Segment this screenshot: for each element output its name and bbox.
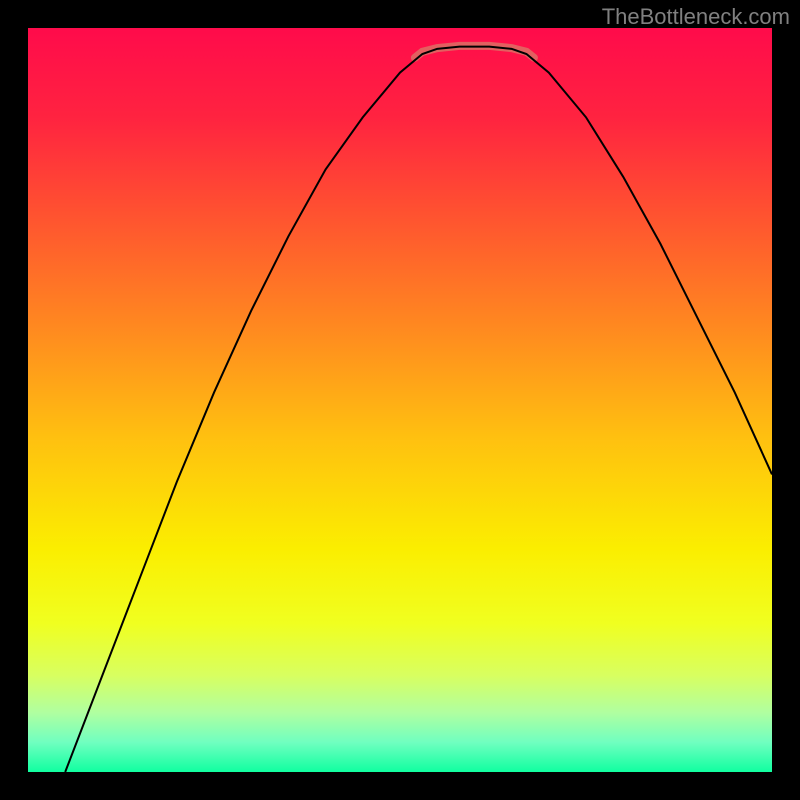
bottleneck-marker-curve xyxy=(415,46,534,58)
chart-plot-area xyxy=(28,28,772,772)
watermark-text: TheBottleneck.com xyxy=(602,4,790,30)
chart-svg xyxy=(28,28,772,772)
bottleneck-main-curve xyxy=(65,47,772,772)
